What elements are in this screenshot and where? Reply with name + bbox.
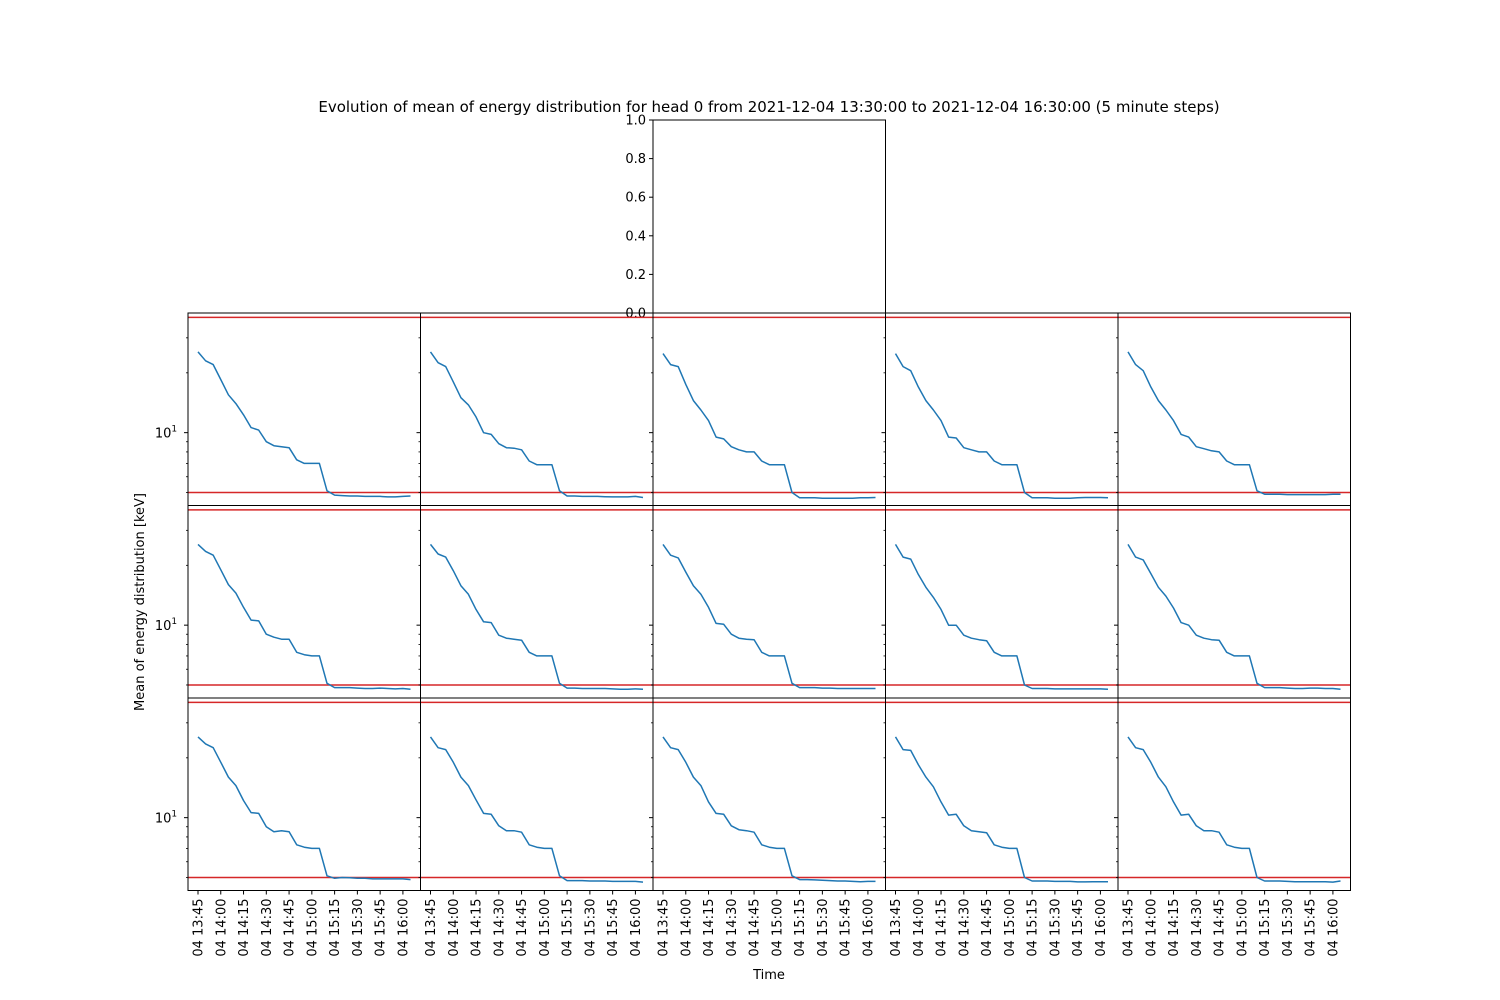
panel-frame bbox=[652, 312, 886, 506]
x-axis-label: Time bbox=[752, 968, 785, 983]
x-tick-label: 04 15:15 bbox=[793, 899, 808, 957]
y-tick-label: 101 bbox=[155, 425, 177, 442]
panel-frame bbox=[1117, 505, 1351, 699]
x-tick-label: 04 13:45 bbox=[424, 899, 439, 957]
panel-frame bbox=[187, 312, 421, 506]
x-tick-label: 04 14:45 bbox=[980, 899, 995, 957]
panel-frame bbox=[187, 505, 421, 699]
x-tick-label: 04 14:30 bbox=[957, 899, 972, 957]
x-tick-label: 04 14:15 bbox=[237, 899, 252, 957]
x-tick-label: 04 14:00 bbox=[679, 899, 694, 957]
empty-panel-y-tick-label: 0.6 bbox=[625, 191, 646, 206]
series-line bbox=[429, 351, 644, 499]
series-line bbox=[1127, 351, 1341, 496]
x-tick-label: 04 16:00 bbox=[1094, 899, 1109, 957]
x-tick-label: 04 14:30 bbox=[725, 899, 740, 957]
panel-frame bbox=[885, 505, 1119, 699]
x-tick-label: 04 15:00 bbox=[1003, 899, 1018, 957]
plot-layer: 0.0 0.2 0.4 0.6 0.8 1.0 101 101 101 04 13:45 04 14… bbox=[155, 114, 1351, 957]
series-line bbox=[429, 736, 644, 883]
x-tick-label: 04 14:15 bbox=[1167, 899, 1182, 957]
series-line bbox=[662, 353, 876, 499]
x-tick-label: 04 15:30 bbox=[816, 899, 831, 957]
x-tick-label: 04 15:30 bbox=[583, 899, 598, 957]
panel-frame bbox=[885, 312, 1119, 506]
panel-frame bbox=[187, 697, 421, 891]
x-tick-label: 04 14:15 bbox=[935, 899, 950, 957]
x-tick-label: 04 15:45 bbox=[1304, 899, 1319, 957]
x-tick-label: 04 14:30 bbox=[260, 899, 275, 957]
x-tick-label: 04 15:15 bbox=[561, 899, 576, 957]
series-line bbox=[197, 543, 411, 690]
x-tick-label: 04 13:45 bbox=[657, 899, 672, 957]
x-tick-label: 04 15:00 bbox=[538, 899, 553, 957]
x-tick-label: 04 14:15 bbox=[470, 899, 485, 957]
empty-panel-y-tick-label: 0.4 bbox=[625, 229, 646, 244]
x-tick-label: 04 15:15 bbox=[1258, 899, 1273, 957]
x-tick-label: 04 16:00 bbox=[1326, 899, 1341, 957]
x-tick-label: 04 16:00 bbox=[861, 899, 876, 957]
x-tick-label: 04 14:15 bbox=[702, 899, 717, 957]
series-line bbox=[662, 543, 876, 690]
x-tick-label: 04 14:45 bbox=[283, 899, 298, 957]
series-line bbox=[894, 736, 1108, 883]
y-tick-label: 101 bbox=[155, 617, 177, 634]
y-tick-label: 101 bbox=[155, 810, 177, 827]
x-tick-label: 04 14:00 bbox=[912, 899, 927, 957]
series-line bbox=[429, 543, 644, 690]
panel-frame bbox=[1117, 697, 1351, 891]
panel-frame bbox=[420, 312, 654, 506]
panel-frame bbox=[1117, 312, 1351, 506]
empty-panel-y-tick-label: 0.0 bbox=[625, 307, 646, 322]
series-line bbox=[1127, 736, 1341, 883]
series-line bbox=[894, 544, 1109, 690]
x-tick-label: 04 15:45 bbox=[606, 899, 621, 957]
x-tick-label: 04 15:15 bbox=[1026, 899, 1041, 957]
series-line bbox=[197, 351, 411, 498]
x-tick-label: 04 13:45 bbox=[889, 899, 904, 957]
x-tick-label: 04 15:30 bbox=[1048, 899, 1063, 957]
panel-frame bbox=[885, 697, 1119, 891]
x-tick-label: 04 14:30 bbox=[492, 899, 507, 957]
series-line bbox=[1127, 544, 1341, 690]
x-tick-label: 04 15:45 bbox=[1071, 899, 1086, 957]
empty-panel-y-tick-label: 0.8 bbox=[625, 152, 646, 167]
x-tick-label: 04 15:15 bbox=[328, 899, 343, 957]
panel-frame bbox=[420, 505, 654, 699]
x-tick-label: 04 15:00 bbox=[305, 899, 320, 957]
x-tick-label: 04 16:00 bbox=[396, 899, 411, 957]
x-tick-label: 04 15:30 bbox=[1281, 899, 1296, 957]
panel-frame bbox=[652, 505, 886, 699]
x-tick-label: 04 15:00 bbox=[770, 899, 785, 957]
x-tick-label: 04 14:00 bbox=[214, 899, 229, 957]
x-tick-label: 04 15:45 bbox=[374, 899, 389, 957]
x-tick-label: 04 14:45 bbox=[515, 899, 530, 957]
x-tick-label: 04 15:45 bbox=[839, 899, 854, 957]
y-axis-label: Mean of energy distribution [keV] bbox=[133, 493, 148, 711]
x-tick-label: 04 16:00 bbox=[629, 899, 644, 957]
x-tick-label: 04 15:30 bbox=[351, 899, 366, 957]
empty-panel-y-tick-label: 0.2 bbox=[625, 268, 646, 283]
x-tick-label: 04 14:00 bbox=[447, 899, 462, 957]
series-line bbox=[894, 353, 1109, 499]
x-tick-label: 04 14:45 bbox=[748, 899, 763, 957]
x-tick-label: 04 14:45 bbox=[1213, 899, 1228, 957]
empty-panel-frame bbox=[652, 119, 886, 314]
x-tick-label: 04 13:45 bbox=[1122, 899, 1137, 957]
x-tick-label: 04 15:00 bbox=[1235, 899, 1250, 957]
series-line bbox=[662, 736, 876, 883]
x-tick-label: 04 14:30 bbox=[1190, 899, 1205, 957]
empty-panel-y-tick-label: 1.0 bbox=[625, 114, 646, 129]
panel-frame bbox=[420, 697, 654, 891]
series-line bbox=[197, 736, 411, 881]
chart-title: Evolution of mean of energy distribution… bbox=[318, 98, 1219, 116]
x-tick-label: 04 14:00 bbox=[1144, 899, 1159, 957]
panel-frame bbox=[652, 697, 886, 891]
x-tick-label: 04 13:45 bbox=[192, 899, 207, 957]
